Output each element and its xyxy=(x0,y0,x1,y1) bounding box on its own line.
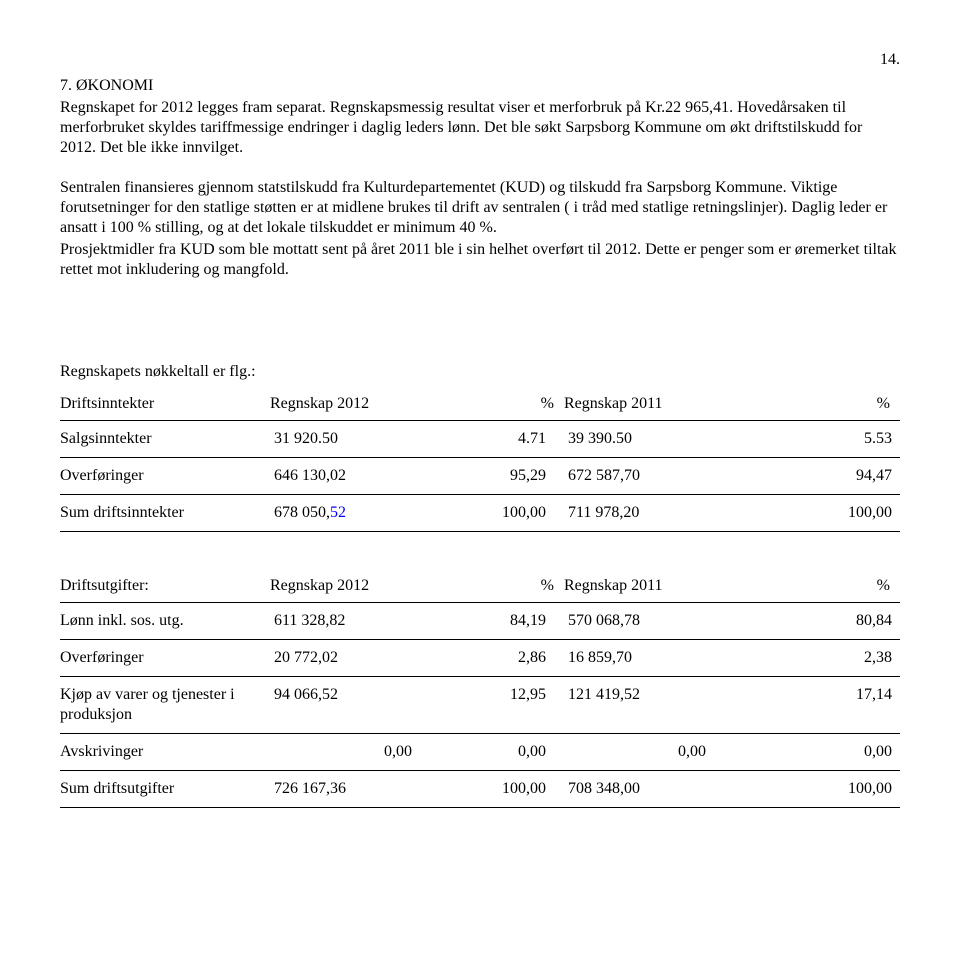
cell: 31 920.50 xyxy=(270,421,438,458)
cell: 0,00 xyxy=(438,734,564,771)
paragraph-1: Regnskapet for 2012 legges fram separat.… xyxy=(60,98,900,158)
cell: 100,00 xyxy=(438,495,564,532)
page-number: 14. xyxy=(60,50,900,70)
table-row: Overføringer 20 772,02 2,86 16 859,70 2,… xyxy=(60,640,900,677)
cell: Salgsinntekter xyxy=(60,421,270,458)
paragraph-2: Sentralen finansieres gjennom statstilsk… xyxy=(60,178,900,238)
cell: 80,84 xyxy=(732,603,900,640)
table-header-row: Driftsutgifter: Regnskap 2012 % Regnskap… xyxy=(60,570,900,603)
cell: 5.53 xyxy=(732,421,900,458)
col-header: Driftsutgifter: xyxy=(60,570,270,603)
cell: 678 050,52 xyxy=(270,495,438,532)
cell: Kjøp av varer og tjenester i produksjon xyxy=(60,677,270,734)
cell: 94 066,52 xyxy=(270,677,438,734)
col-header: Regnskap 2012 xyxy=(270,388,438,421)
cell: 672 587,70 xyxy=(564,458,732,495)
col-header: Regnskap 2012 xyxy=(270,570,438,603)
cell: 39 390.50 xyxy=(564,421,732,458)
cell: 0,00 xyxy=(270,734,438,771)
expense-table: Driftsutgifter: Regnskap 2012 % Regnskap… xyxy=(60,570,900,808)
col-header: % xyxy=(732,388,900,421)
table-row: Kjøp av varer og tjenester i produksjon … xyxy=(60,677,900,734)
table-row: Overføringer 646 130,02 95,29 672 587,70… xyxy=(60,458,900,495)
col-header: % xyxy=(732,570,900,603)
cell: 726 167,36 xyxy=(270,771,438,808)
cell: 0,00 xyxy=(732,734,900,771)
table-row: Salgsinntekter 31 920.50 4.71 39 390.50 … xyxy=(60,421,900,458)
cell: 84,19 xyxy=(438,603,564,640)
table-row: Avskrivinger 0,00 0,00 0,00 0,00 xyxy=(60,734,900,771)
cell: Sum driftsinntekter xyxy=(60,495,270,532)
table-intro: Regnskapets nøkkeltall er flg.: xyxy=(60,362,900,382)
cell: 94,47 xyxy=(732,458,900,495)
section-heading: 7. ØKONOMI xyxy=(60,76,900,96)
cell: 100,00 xyxy=(732,771,900,808)
col-header: % xyxy=(438,570,564,603)
highlighted-digits: 52 xyxy=(330,504,346,521)
cell: 95,29 xyxy=(438,458,564,495)
cell: Overføringer xyxy=(60,458,270,495)
cell: 16 859,70 xyxy=(564,640,732,677)
cell: 2,86 xyxy=(438,640,564,677)
cell: 100,00 xyxy=(438,771,564,808)
cell: Overføringer xyxy=(60,640,270,677)
cell: Lønn inkl. sos. utg. xyxy=(60,603,270,640)
col-header: Regnskap 2011 xyxy=(564,388,732,421)
table-header-row: Driftsinntekter Regnskap 2012 % Regnskap… xyxy=(60,388,900,421)
cell: 646 130,02 xyxy=(270,458,438,495)
cell: 121 419,52 xyxy=(564,677,732,734)
cell: 0,00 xyxy=(564,734,732,771)
cell: 711 978,20 xyxy=(564,495,732,532)
cell: Avskrivinger xyxy=(60,734,270,771)
paragraph-3: Prosjektmidler fra KUD som ble mottatt s… xyxy=(60,240,900,280)
table-row: Sum driftsinntekter 678 050,52 100,00 71… xyxy=(60,495,900,532)
cell: 100,00 xyxy=(732,495,900,532)
cell: 20 772,02 xyxy=(270,640,438,677)
cell: 17,14 xyxy=(732,677,900,734)
col-header: % xyxy=(438,388,564,421)
cell: 4.71 xyxy=(438,421,564,458)
cell: 570 068,78 xyxy=(564,603,732,640)
cell: Sum driftsutgifter xyxy=(60,771,270,808)
table-row: Sum driftsutgifter 726 167,36 100,00 708… xyxy=(60,771,900,808)
cell: 611 328,82 xyxy=(270,603,438,640)
cell: 2,38 xyxy=(732,640,900,677)
col-header: Driftsinntekter xyxy=(60,388,270,421)
cell: 12,95 xyxy=(438,677,564,734)
cell: 708 348,00 xyxy=(564,771,732,808)
income-table: Driftsinntekter Regnskap 2012 % Regnskap… xyxy=(60,388,900,532)
col-header: Regnskap 2011 xyxy=(564,570,732,603)
table-row: Lønn inkl. sos. utg. 611 328,82 84,19 57… xyxy=(60,603,900,640)
